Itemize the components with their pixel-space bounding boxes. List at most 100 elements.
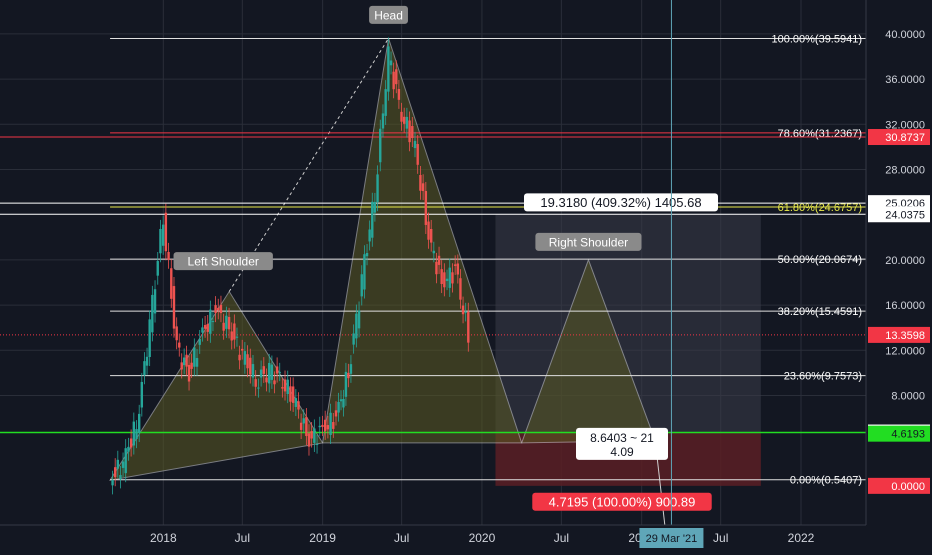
candle-body (313, 428, 316, 443)
candle-body (121, 461, 125, 468)
candle-body (307, 433, 311, 447)
x-tick-label: 2019 (309, 531, 336, 545)
y-tick-label: 16.0000 (885, 300, 925, 312)
candle-body (329, 412, 332, 435)
candle-body (387, 46, 390, 92)
cursor-date-label: 29 Mar '21 (646, 533, 698, 545)
candle-body (238, 354, 241, 361)
candle-body (326, 425, 330, 430)
price-badge: 24.0375 (885, 209, 925, 221)
candle-body (209, 309, 212, 334)
x-tick-label: 2018 (150, 531, 177, 545)
candle-body (180, 362, 183, 370)
candle-body (456, 263, 460, 275)
price-badge: 0.0000 (891, 481, 925, 493)
candle-body (289, 386, 292, 402)
candle-body (230, 331, 233, 341)
candle-body (373, 201, 377, 213)
y-tick-label: 32.0000 (885, 119, 925, 131)
candle-body (389, 60, 393, 66)
candle-body (411, 126, 414, 138)
candle-body (459, 278, 462, 300)
candlesticks (111, 37, 470, 495)
candle-body (467, 311, 470, 343)
measure-up-label: 19.3180 (409.32%) 1405.68 (540, 195, 701, 210)
candle-body (219, 304, 223, 314)
candle-body (416, 144, 419, 165)
fibonacci-levels: 100.00%(39.5941) 78.60%(31.2367) 61.80%(24… (0, 33, 866, 487)
price-badge-box (868, 326, 930, 343)
right-shoulder-label-box (535, 232, 642, 251)
candle-body (129, 438, 133, 448)
candle-body (241, 348, 244, 351)
fib-level-label: 100.00%(39.5941) (771, 33, 862, 45)
candle-body (440, 269, 443, 285)
candle-body (381, 113, 385, 129)
head-triangle (322, 38, 523, 444)
candle-body (397, 89, 401, 100)
candle-body (265, 377, 268, 383)
candle-body (286, 379, 289, 395)
candle-body (349, 364, 353, 374)
candle-body (302, 418, 305, 424)
candle-body (347, 372, 350, 379)
candle-body (371, 201, 374, 238)
candle-body (170, 268, 173, 299)
candle-body (113, 467, 117, 478)
candle-body (233, 323, 236, 340)
candle-body (448, 267, 451, 288)
candle-body (132, 421, 136, 446)
candle-body (321, 424, 324, 427)
candle-body (318, 425, 321, 428)
candle-body (365, 252, 369, 257)
candle-body (405, 116, 409, 129)
candle-body (214, 305, 217, 314)
candle-body (190, 362, 193, 369)
candle-body (151, 294, 154, 333)
fib-level-label: 38.20%(15.4591) (778, 306, 862, 318)
candle-body (187, 364, 191, 382)
candle-body (167, 251, 170, 260)
candle-body (159, 228, 162, 254)
candle-body (376, 174, 379, 203)
price-badge: 13.3598 (885, 330, 925, 342)
candle-body (225, 315, 228, 329)
y-tick-label: 28.0000 (885, 164, 925, 176)
candle-body (148, 319, 151, 358)
candle-body (392, 71, 395, 90)
measure-neck-label-1: 8.6403 ~ 21 (590, 431, 654, 445)
price-badge-box (868, 206, 930, 223)
candle-body (360, 274, 363, 297)
candle-body (355, 313, 358, 339)
candle-body (400, 111, 403, 122)
cursor-date-box (639, 528, 704, 548)
candle-body (339, 399, 343, 402)
measure-down-label: 4.7195 (100.00%) 900.89 (549, 494, 696, 509)
fib-level-label: 23.60%(9.7573) (784, 371, 862, 383)
candle-body (257, 387, 260, 389)
candle-body (363, 254, 366, 290)
candle-body (310, 431, 313, 439)
price-badge: 30.8737 (885, 132, 925, 144)
candle-body (432, 250, 436, 254)
fib-level-label: 50.00%(20.0674) (778, 254, 862, 266)
candle-body (127, 446, 130, 452)
candle-body (211, 321, 215, 323)
candle-body (243, 351, 247, 365)
candle-body (140, 381, 144, 408)
candle-body (203, 325, 207, 329)
measure-neck-label-2: 4.09 (610, 445, 634, 459)
measure-neck-box (576, 427, 668, 460)
y-tick-label: 12.0000 (885, 345, 925, 357)
price-badge-box (868, 425, 930, 442)
x-tick-label: 2022 (788, 531, 815, 545)
candle-body (275, 366, 279, 374)
candle-body (461, 305, 465, 315)
candle-body (217, 307, 220, 311)
candle-body (352, 333, 355, 345)
candle-body (435, 261, 438, 275)
candle-body (424, 191, 428, 225)
